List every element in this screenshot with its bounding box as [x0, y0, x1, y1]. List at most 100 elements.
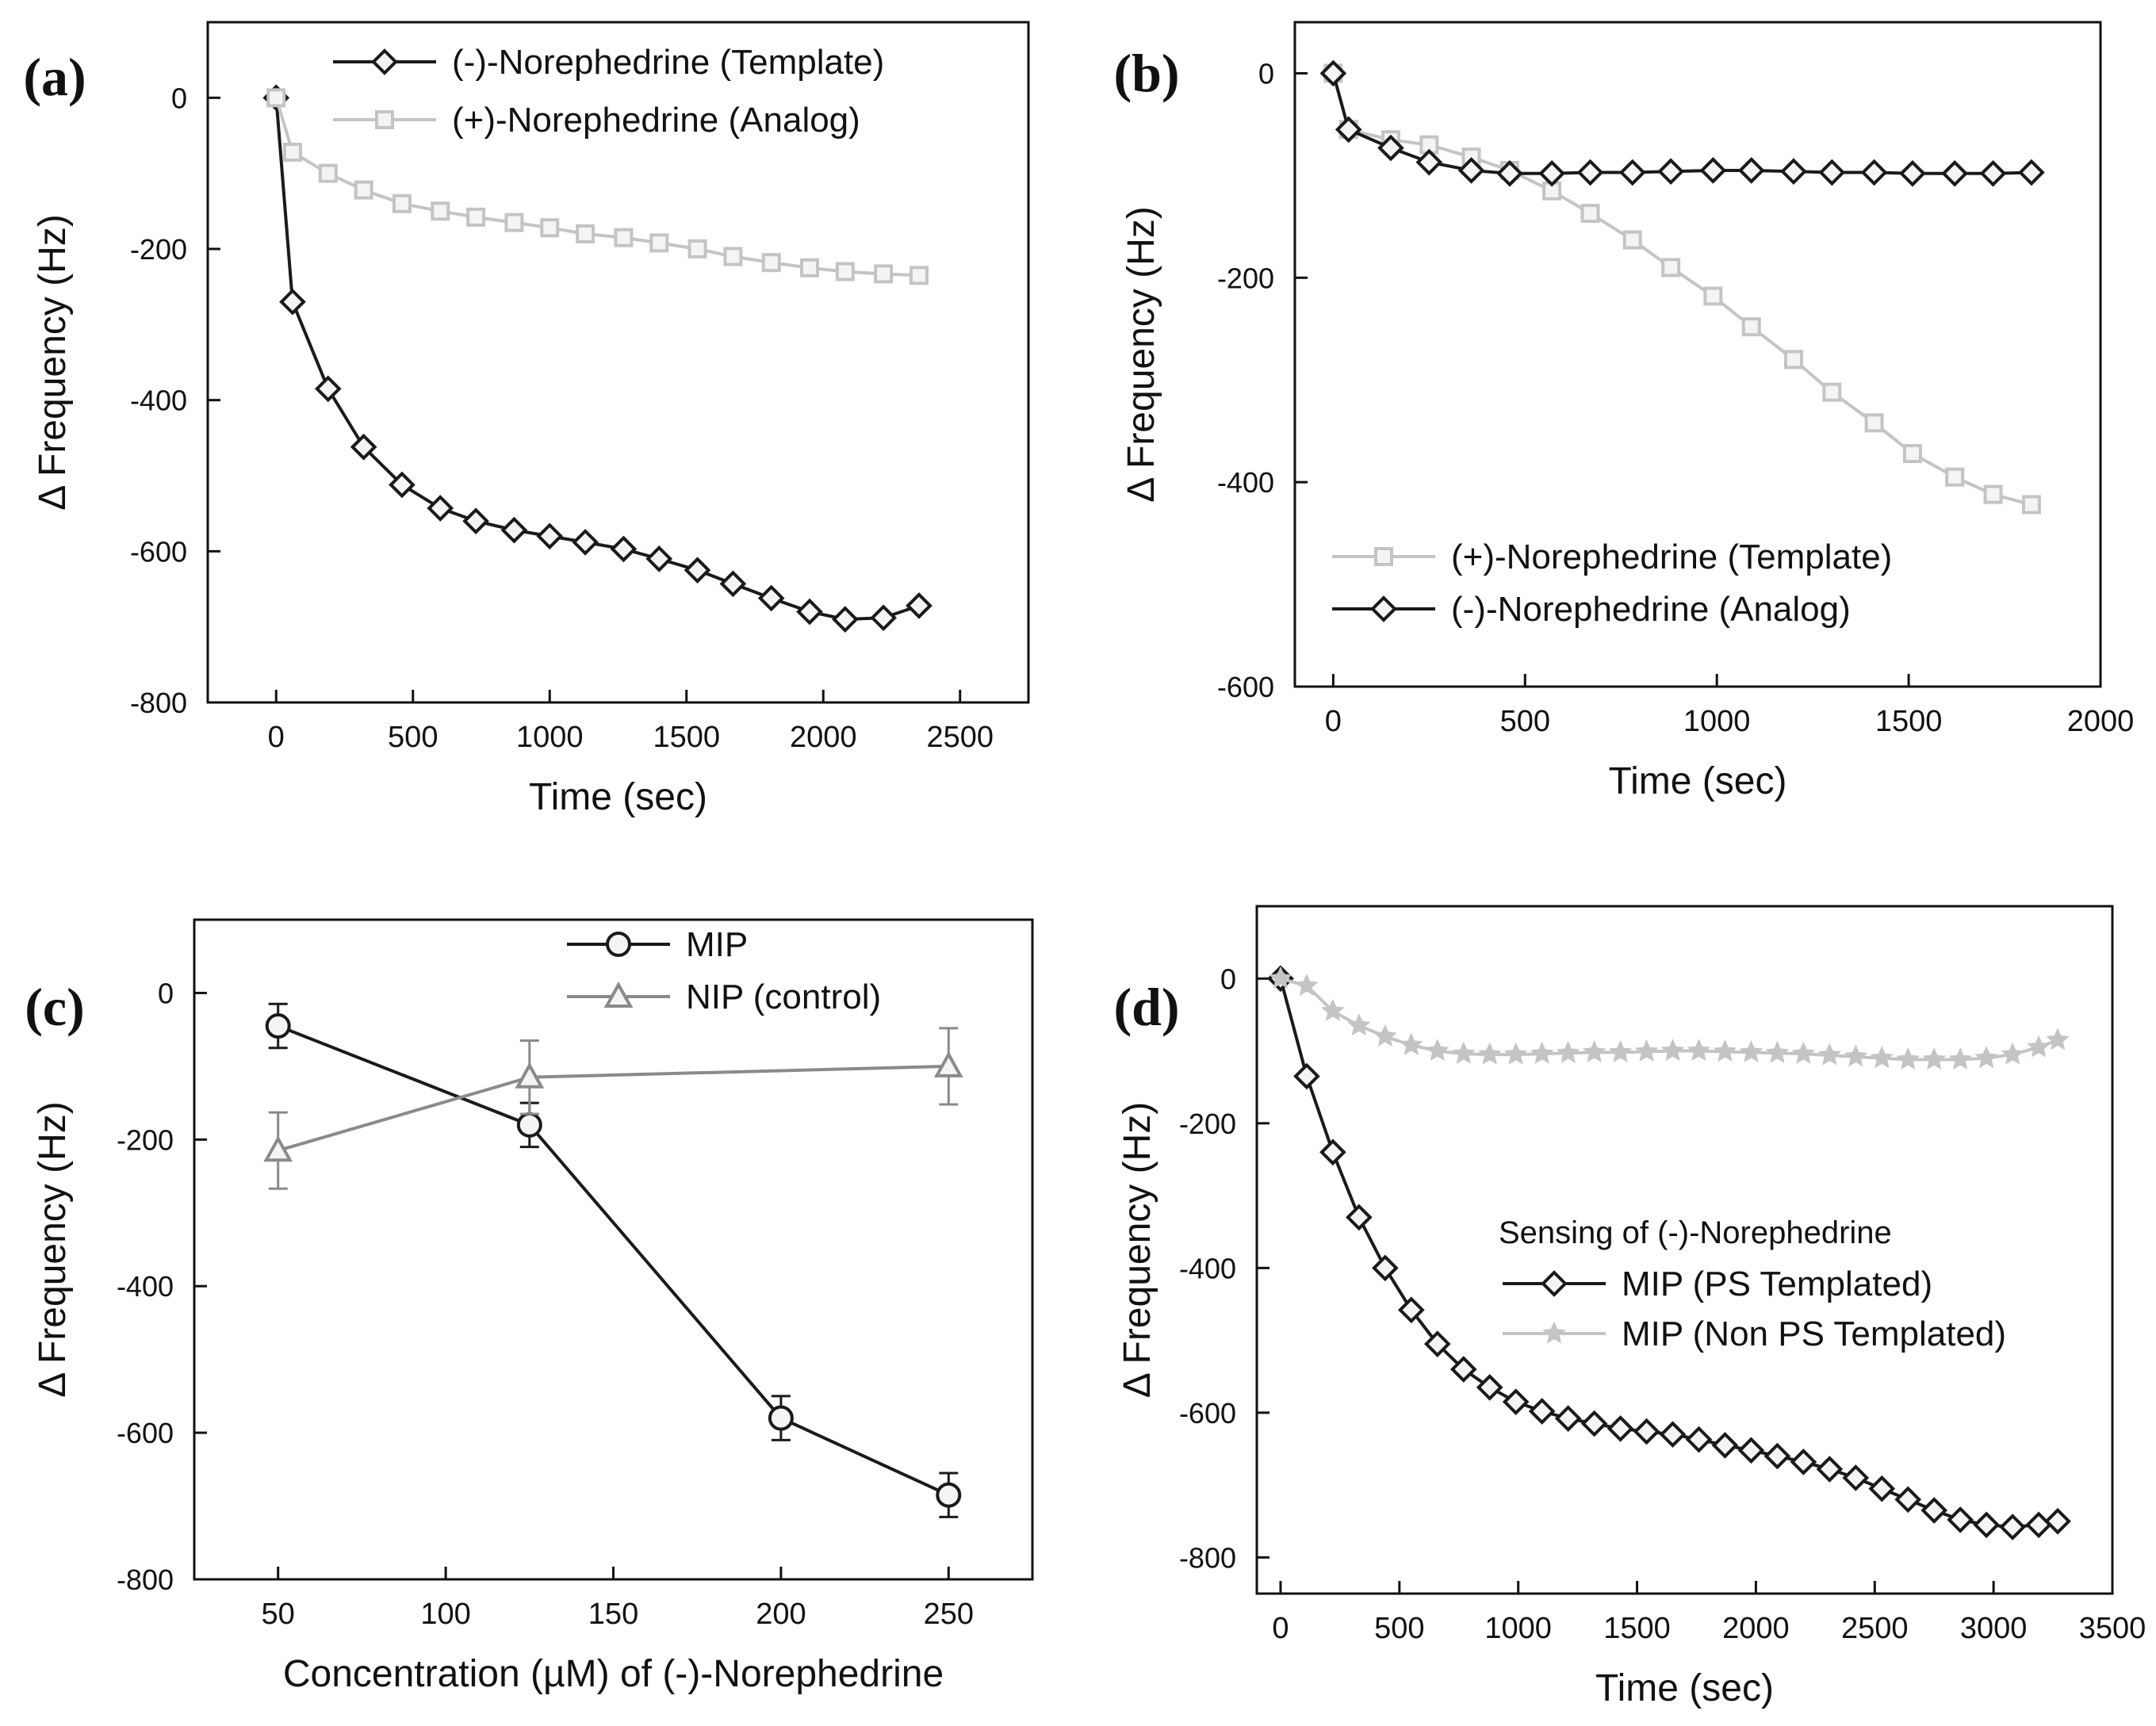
data-point	[614, 228, 634, 247]
data-point	[2044, 1507, 2071, 1535]
series-line	[274, 98, 920, 622]
data-point	[1293, 1062, 1320, 1090]
y-tick-label: -200	[117, 1123, 174, 1156]
legend-label: NIP (control)	[686, 978, 881, 1016]
data-point	[1922, 1047, 1947, 1070]
series-line	[277, 1024, 950, 1497]
y-axis-label: Δ Frequency (Hz)	[32, 214, 74, 511]
data-point	[1948, 1047, 1972, 1070]
y-tick-label: 0	[1258, 57, 1274, 90]
data-point	[1983, 484, 2003, 504]
data-point	[1319, 1139, 1346, 1166]
y-tick-label: -600	[1217, 671, 1274, 703]
data-point	[768, 1405, 794, 1431]
data-point	[1319, 59, 1347, 87]
data-point	[1335, 116, 1362, 144]
legend-marker	[375, 110, 394, 129]
data-point	[2025, 1511, 2052, 1539]
data-point	[1842, 1464, 1870, 1491]
legend-label: (+)-Norephedrine (Template)	[1451, 538, 1892, 576]
series-mip-ps-templated-	[1267, 965, 2071, 1540]
data-point	[265, 1013, 291, 1039]
data-point	[1844, 1044, 1868, 1067]
y-tick-label: -400	[1179, 1252, 1236, 1284]
x-tick-label: 500	[388, 721, 438, 754]
y-tick-label: 0	[1220, 963, 1236, 995]
x-tick-label: 0	[268, 721, 285, 754]
x-tick-label: 3500	[2079, 1612, 2146, 1645]
y-axis-label: Δ Frequency (Hz)	[32, 1101, 74, 1398]
legend: Sensing of (-)-Norephedrine MIP (PS Templ…	[1499, 1215, 2006, 1353]
x-tick-label: 1500	[1875, 705, 1943, 738]
data-point	[933, 1051, 963, 1077]
panel-d: 0 500 1000 1500 2000 2500 3000 3500 0 -200 -400 -60…	[1113, 905, 2146, 1709]
data-point	[431, 201, 450, 221]
data-point	[350, 433, 377, 461]
x-tick-label: 2000	[2067, 705, 2135, 738]
panel-label: (d)	[1113, 977, 1179, 1037]
data-point	[1530, 1041, 1554, 1064]
data-point	[1685, 1426, 1713, 1453]
data-point	[1894, 1486, 1922, 1514]
x-axis-label: Time (sec)	[529, 776, 707, 818]
legend-title: Sensing of (-)-Norephedrine	[1499, 1215, 1892, 1250]
data-point	[1763, 1442, 1791, 1470]
y-tick-label: -800	[1179, 1541, 1236, 1574]
data-point	[263, 1135, 293, 1162]
data-point	[1576, 159, 1604, 186]
data-point	[1902, 444, 1922, 464]
data-point	[1618, 159, 1646, 186]
data-point	[645, 545, 673, 572]
data-point	[1920, 1497, 1948, 1524]
data-point	[1765, 1040, 1790, 1063]
data-point	[500, 516, 528, 544]
data-point	[1606, 1415, 1634, 1442]
data-point	[462, 507, 489, 535]
data-point	[1373, 1024, 1397, 1047]
x-tick-label: 0	[1272, 1612, 1289, 1645]
x-tick-label: 2000	[790, 721, 857, 754]
data-point	[1346, 1204, 1373, 1231]
data-point	[1783, 350, 1803, 369]
data-point	[1711, 1432, 1739, 1459]
data-point	[1478, 1042, 1502, 1065]
data-point	[1822, 382, 1842, 402]
legend-label: (-)-Norephedrine (Analog)	[1451, 590, 1851, 629]
data-point	[1818, 159, 1846, 186]
legend-marker	[1370, 595, 1397, 622]
data-point	[1999, 1514, 2026, 1540]
legend-marker	[1541, 1270, 1568, 1297]
plot-frame	[1255, 905, 2114, 1595]
data-point	[1457, 157, 1485, 184]
data-point	[910, 266, 929, 285]
y-tick-label: -400	[130, 385, 187, 417]
data-point	[1941, 159, 1968, 187]
x-tick-label: 1000	[1484, 1612, 1552, 1645]
data-point	[1737, 157, 1765, 184]
data-point	[1425, 1038, 1449, 1062]
data-point	[1400, 1032, 1423, 1055]
plot-frame	[193, 918, 1034, 1581]
data-point	[1347, 1013, 1371, 1036]
data-point	[835, 262, 855, 281]
x-tick-label: 1500	[1603, 1612, 1671, 1645]
legend-marker	[1542, 1321, 1566, 1344]
x-tick-label: 2500	[1841, 1612, 1909, 1645]
legend: (+)-Norephedrine (Template) (-)-Norephedr…	[1332, 538, 1892, 629]
x-tick-label: 100	[420, 1598, 470, 1631]
legend-label: (+)-Norephedrine (Analog)	[452, 101, 860, 140]
data-point	[1741, 317, 1761, 337]
data-point	[536, 522, 564, 550]
legend-label: MIP (Non PS Templated)	[1622, 1315, 2006, 1353]
y-tick-label: -600	[117, 1417, 174, 1449]
data-point	[1780, 158, 1807, 186]
data-point	[1528, 1398, 1556, 1425]
y-tick-label: 0	[171, 82, 187, 114]
data-point	[1947, 1506, 1974, 1533]
data-point	[1699, 157, 1727, 184]
y-tick-label: -600	[1179, 1397, 1236, 1429]
data-point	[516, 1112, 542, 1138]
data-point	[1397, 1296, 1425, 1324]
legend: (-)-Norephedrine (Template) (+)-Norephedr…	[333, 43, 884, 140]
